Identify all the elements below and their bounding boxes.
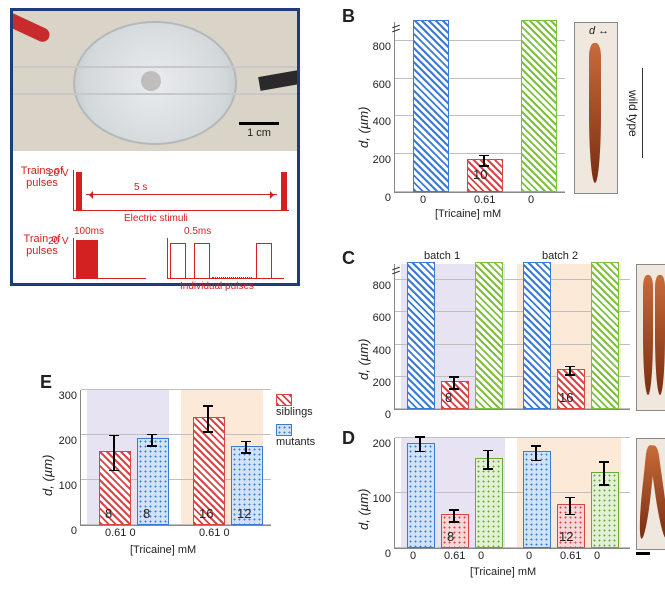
clip-black	[258, 69, 297, 91]
bar	[523, 451, 551, 548]
row2-subperiod: 0.5ms	[184, 226, 211, 237]
row1-interval: 5 s	[134, 182, 147, 193]
bar	[521, 20, 557, 192]
row2-sublabel: Individual pulses	[180, 281, 254, 292]
bar	[523, 262, 551, 409]
stimulation-diagram: Trains of pulses 20 V 5 s Electric stimu…	[19, 155, 291, 279]
panel-d-xlabel: [Tricaine] mM	[470, 566, 536, 578]
wire-bottom	[13, 93, 297, 95]
row1-pulse-b	[281, 172, 287, 210]
panel-e-xlabel: [Tricaine] mM	[130, 544, 196, 556]
panel-e-label: E	[40, 372, 52, 393]
ip-1	[170, 243, 186, 278]
bar	[475, 262, 503, 409]
panel-e-plot: 0100200300880.61 016120.61 0	[80, 390, 271, 526]
row2-plot-b: 0.5ms Individual pulses	[167, 238, 284, 279]
panel-d: D 010020000.61000.610812 d, (µm) [Tricai…	[350, 430, 650, 590]
row1-pulse-a	[76, 172, 82, 210]
panel-b-fish: d ↔	[574, 22, 618, 194]
bar	[137, 438, 169, 525]
panel-d-plot: 010020000.61000.610812	[394, 438, 630, 549]
panel-b: B 020040060080000.61010[Tricaine] mM d, …	[350, 8, 650, 218]
row1-plot: 20 V 5 s Electric stimuli	[73, 170, 289, 211]
panel-b-sidelabel: wild type	[626, 68, 643, 158]
row2-yaxis: 20 V	[48, 236, 69, 247]
bar	[407, 262, 435, 409]
ip-2	[194, 243, 210, 278]
row1-yaxis: 20 V	[48, 168, 69, 179]
clip-red	[13, 12, 52, 44]
panel-e: E 0100200300880.61 016120.61 0 d, (µm) […	[30, 376, 330, 586]
batch2-label: batch 2	[542, 250, 578, 262]
wire-top	[13, 66, 297, 68]
scale-bar: 1 cm	[239, 122, 279, 139]
legend-mutants: mutants	[276, 424, 330, 448]
ip-3	[256, 243, 272, 278]
scale-bar-text: 1 cm	[247, 127, 271, 139]
panel-d-scalebar	[636, 552, 650, 555]
bar	[591, 472, 619, 548]
swatch-siblings	[276, 394, 292, 406]
panel-c: C 0200400600800816 d, (µm) batch 1 batch…	[350, 250, 650, 430]
panel-c-ylabel: d, (µm)	[356, 339, 371, 380]
bar	[407, 443, 435, 548]
panel-c-plot: 0200400600800816	[394, 264, 630, 410]
panel-c-fish	[636, 264, 665, 411]
panel-b-label: B	[342, 6, 355, 27]
row1-interval-line	[86, 194, 277, 195]
panel-c-label: C	[342, 248, 355, 269]
row2-width: 100ms	[74, 226, 104, 237]
ip-dots	[212, 277, 252, 278]
bar	[475, 458, 503, 548]
panel-d-label: D	[342, 428, 355, 449]
batch1-label: batch 1	[424, 250, 460, 262]
legend-siblings: siblings	[276, 394, 330, 418]
panel-b-plot: 020040060080000.61010[Tricaine] mM	[394, 22, 565, 193]
d-annot: d ↔	[589, 25, 609, 37]
bar	[591, 262, 619, 409]
bar	[441, 514, 469, 548]
panel-b-ylabel: d, (µm)	[356, 107, 371, 148]
row2-plot-a: 20 V 100ms	[73, 238, 146, 279]
panel-d-ylabel: d, (µm)	[356, 489, 371, 530]
row2-pulse	[76, 240, 98, 278]
legend: siblings mutants	[276, 394, 330, 448]
bar	[99, 451, 131, 525]
panel-e-ylabel: d, (µm)	[40, 455, 55, 496]
swatch-mutants	[276, 424, 292, 436]
row1-xaxis: Electric stimuli	[124, 213, 188, 224]
bar	[413, 20, 449, 192]
dish-center-spot	[141, 71, 161, 91]
photo-area: 1 cm	[13, 11, 297, 151]
fish-body-b	[589, 43, 601, 183]
panel-d-fish	[636, 438, 665, 550]
panel-a: A 1 cm Trains of pulses 20 V 5 s Electri…	[10, 8, 300, 286]
